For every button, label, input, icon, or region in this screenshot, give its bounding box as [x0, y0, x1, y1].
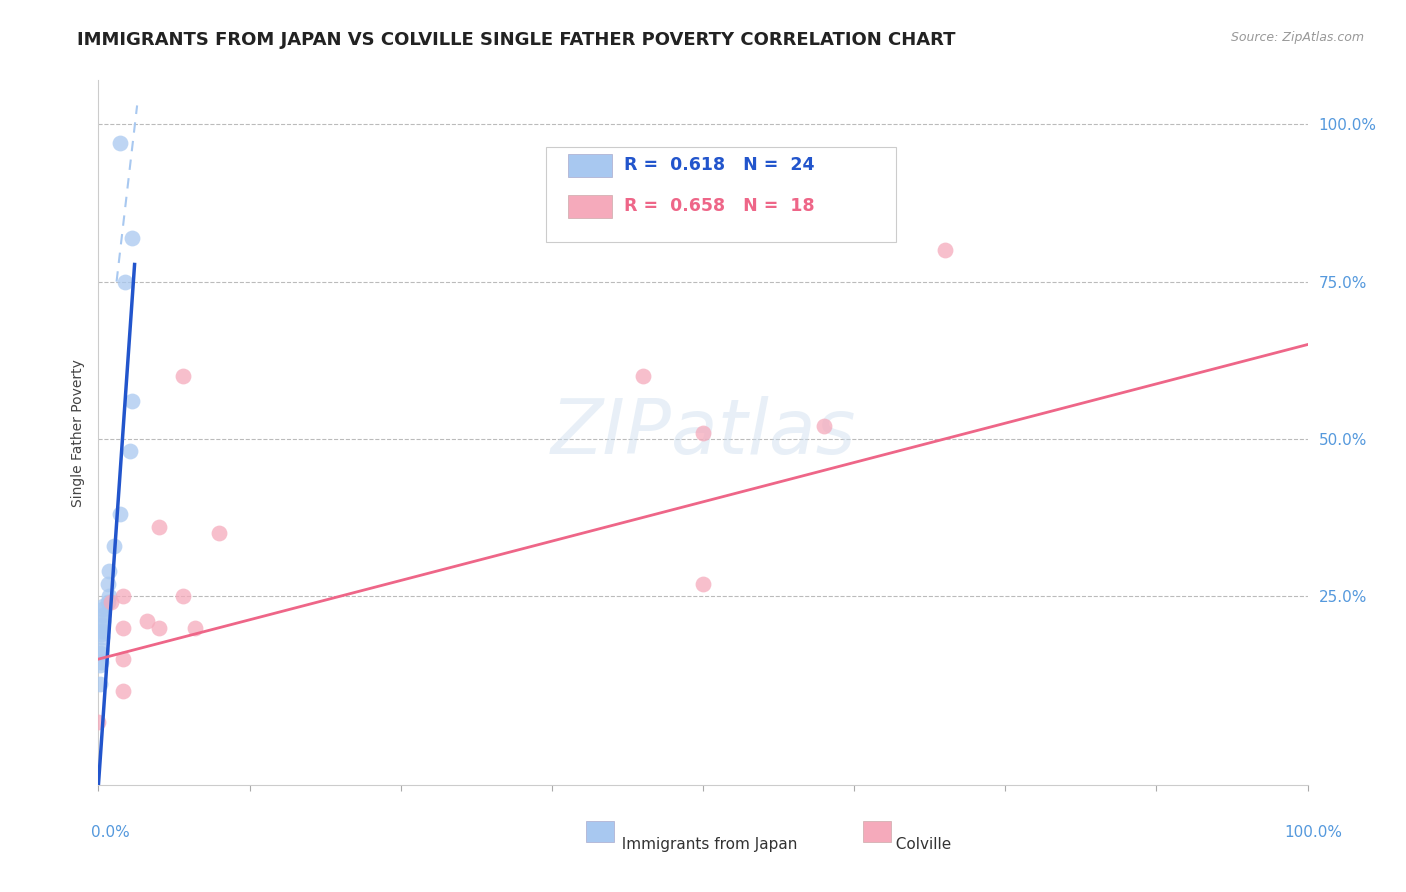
Point [91, 630, 114, 644]
Point [135, 615, 157, 629]
Text: Source: ZipAtlas.com: Source: ZipAtlas.com [1230, 31, 1364, 45]
Point [114, 275, 136, 289]
Point [103, 539, 125, 553]
Point [172, 589, 194, 603]
Point [91, 624, 114, 638]
Text: IMMIGRANTS FROM JAPAN VS COLVILLE SINGLE FATHER POVERTY CORRELATION CHART: IMMIGRANTS FROM JAPAN VS COLVILLE SINGLE… [77, 31, 956, 49]
Point [172, 369, 194, 384]
FancyBboxPatch shape [568, 154, 613, 177]
Point [91, 608, 114, 623]
Point [89, 658, 111, 673]
FancyBboxPatch shape [586, 821, 614, 842]
Point [184, 621, 207, 635]
Text: Immigrants from Japan: Immigrants from Japan [612, 837, 797, 852]
Point [111, 683, 134, 698]
Point [97, 576, 120, 591]
Point [121, 394, 143, 409]
Point [91, 599, 114, 613]
Point [111, 652, 134, 666]
Point [813, 419, 835, 434]
Point [208, 526, 231, 541]
FancyBboxPatch shape [568, 195, 613, 218]
Point [631, 369, 654, 384]
Text: R =  0.658   N =  18: R = 0.658 N = 18 [624, 197, 815, 215]
Point [89, 677, 111, 691]
Point [91, 601, 114, 615]
Point [121, 230, 143, 244]
Point [108, 136, 131, 151]
Text: 0.0%: 0.0% [91, 825, 131, 840]
Point [148, 520, 170, 534]
Point [692, 576, 714, 591]
Text: R =  0.618   N =  24: R = 0.618 N = 24 [624, 156, 815, 174]
Point [87, 714, 110, 729]
Y-axis label: Single Father Poverty: Single Father Poverty [70, 359, 84, 507]
Text: Colville: Colville [886, 837, 950, 852]
Text: 100.0%: 100.0% [1285, 825, 1343, 840]
Point [118, 444, 141, 458]
Point [98, 564, 121, 578]
Point [91, 615, 114, 629]
Point [89, 646, 111, 660]
Text: ZIPatlas: ZIPatlas [550, 396, 856, 469]
Point [90, 642, 112, 657]
Point [934, 243, 956, 257]
Point [692, 425, 714, 440]
FancyBboxPatch shape [863, 821, 891, 842]
Point [90, 655, 112, 669]
Point [91, 617, 114, 632]
Point [98, 589, 121, 603]
Point [90, 627, 112, 641]
Point [108, 508, 131, 522]
Point [111, 589, 134, 603]
Point [148, 621, 170, 635]
Point [100, 595, 122, 609]
Point [97, 595, 120, 609]
Point [111, 621, 134, 635]
FancyBboxPatch shape [546, 147, 897, 243]
